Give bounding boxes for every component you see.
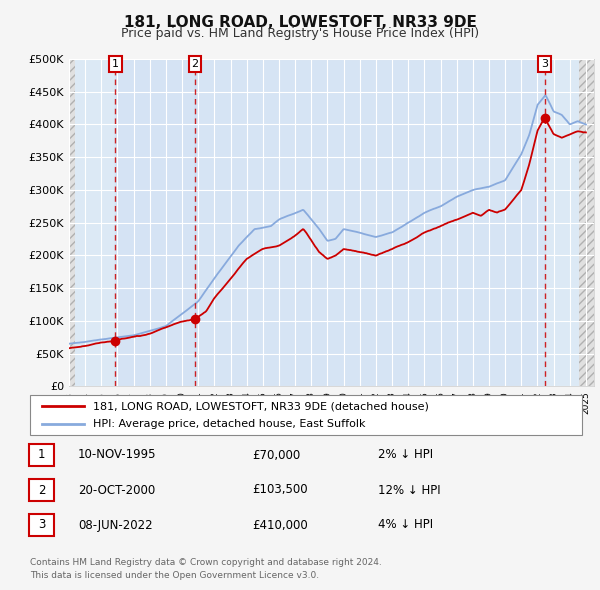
Text: 2: 2 <box>38 483 45 497</box>
Text: 08-JUN-2022: 08-JUN-2022 <box>78 519 152 532</box>
Text: £103,500: £103,500 <box>252 483 308 497</box>
Text: 10-NOV-1995: 10-NOV-1995 <box>78 448 157 461</box>
Text: Price paid vs. HM Land Registry's House Price Index (HPI): Price paid vs. HM Land Registry's House … <box>121 27 479 40</box>
Bar <box>580 59 594 386</box>
Text: 20-OCT-2000: 20-OCT-2000 <box>78 483 155 497</box>
Bar <box>195 59 545 386</box>
Text: £410,000: £410,000 <box>252 519 308 532</box>
Text: £70,000: £70,000 <box>252 448 300 461</box>
Text: 181, LONG ROAD, LOWESTOFT, NR33 9DE (detached house): 181, LONG ROAD, LOWESTOFT, NR33 9DE (det… <box>93 401 429 411</box>
Text: 12% ↓ HPI: 12% ↓ HPI <box>378 483 440 497</box>
Text: Contains HM Land Registry data © Crown copyright and database right 2024.
This d: Contains HM Land Registry data © Crown c… <box>30 558 382 580</box>
Text: 2: 2 <box>191 59 199 69</box>
Text: 3: 3 <box>541 59 548 69</box>
Text: 1: 1 <box>112 59 119 69</box>
Text: 1: 1 <box>38 448 45 461</box>
Text: 181, LONG ROAD, LOWESTOFT, NR33 9DE: 181, LONG ROAD, LOWESTOFT, NR33 9DE <box>124 15 476 30</box>
Text: HPI: Average price, detached house, East Suffolk: HPI: Average price, detached house, East… <box>93 419 365 429</box>
Text: 4% ↓ HPI: 4% ↓ HPI <box>378 519 433 532</box>
Text: 3: 3 <box>38 519 45 532</box>
Text: 2% ↓ HPI: 2% ↓ HPI <box>378 448 433 461</box>
Bar <box>69 59 76 386</box>
Bar <box>115 59 195 386</box>
